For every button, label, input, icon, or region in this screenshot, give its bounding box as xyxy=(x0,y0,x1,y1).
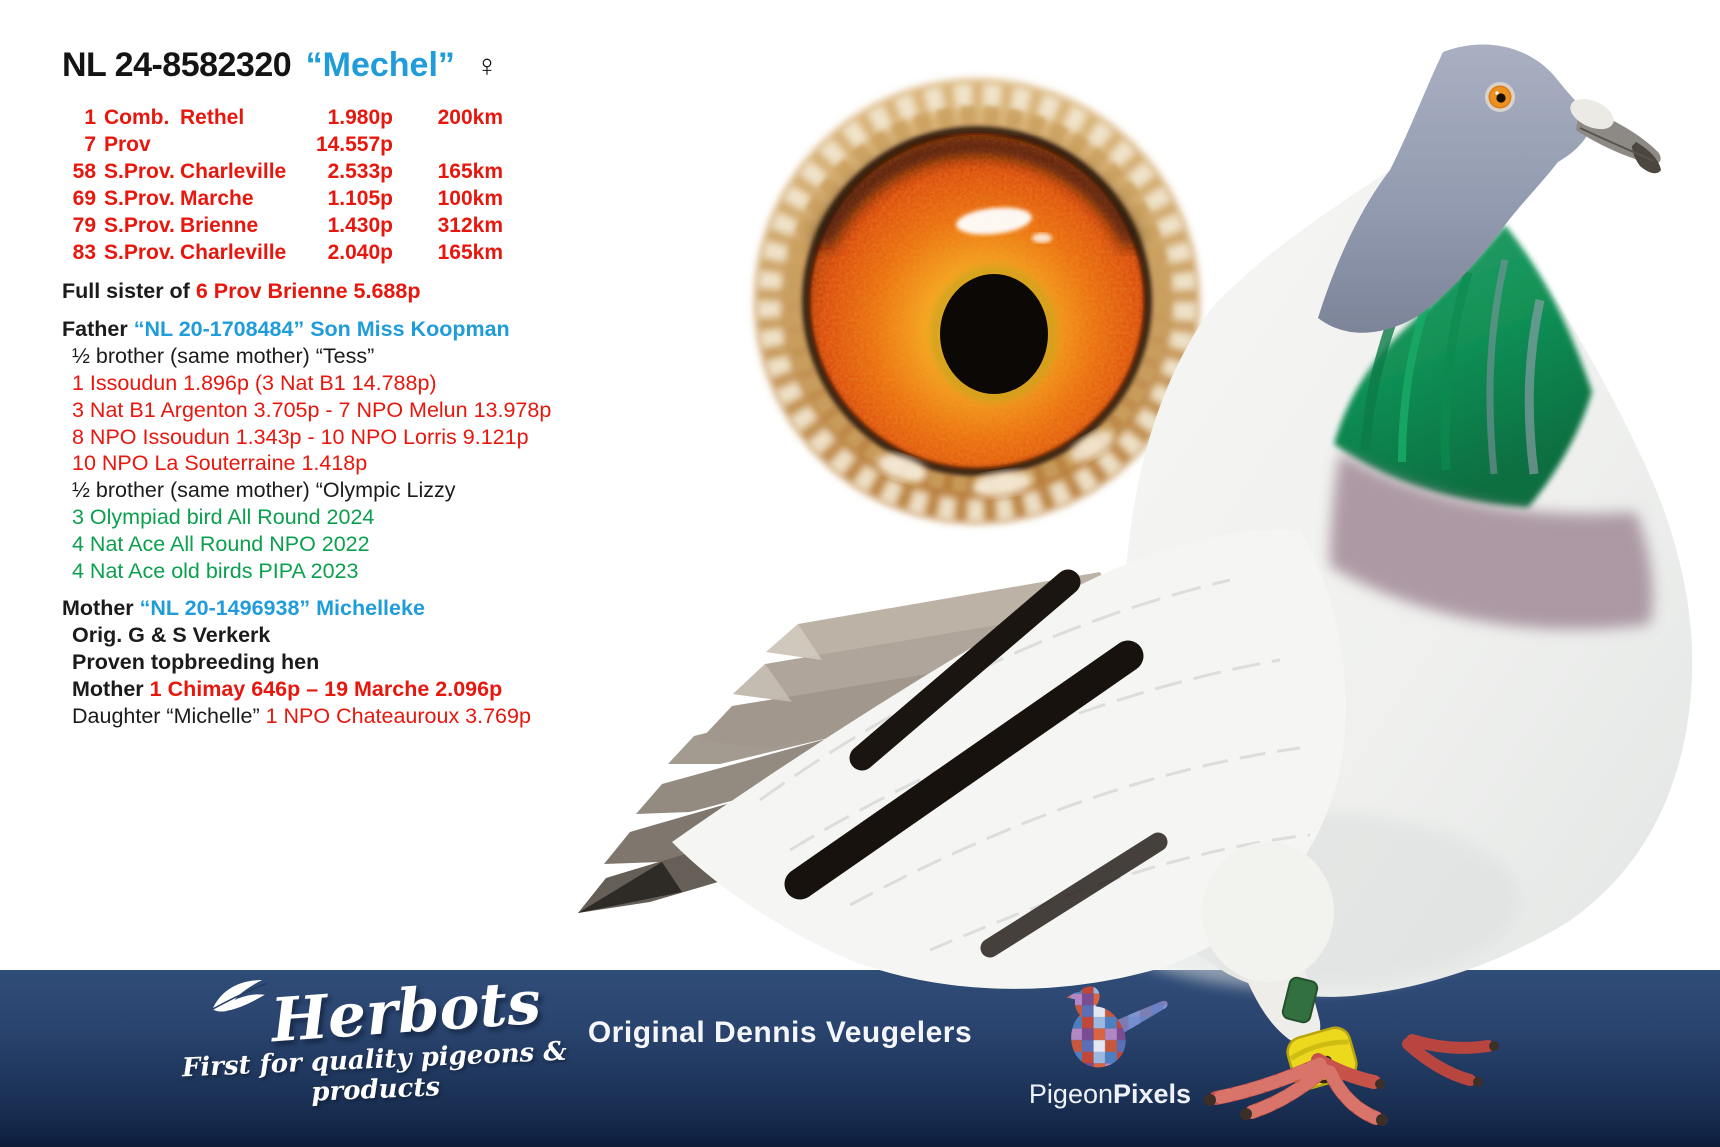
pigeonpixels-icon xyxy=(1066,986,1168,1068)
pigeonpixels-logo: PigeonPixels xyxy=(1010,982,1210,1110)
result-distance xyxy=(393,131,503,158)
result-position: 83 xyxy=(72,241,96,264)
mother-header: Mother “NL 20-1496938” Michelleke xyxy=(62,595,622,622)
table-row: 79 S.Prov. Brienne 1.430p 312km xyxy=(62,212,503,239)
result-org: S.Prov. xyxy=(104,214,175,237)
mother-line-label: Mother xyxy=(72,676,144,701)
result-distance: 165km xyxy=(437,241,503,264)
father-line: 1 Issoudun 1.896p (3 Nat B1 14.788p) xyxy=(72,370,437,395)
wing-bars xyxy=(784,569,1168,958)
daughter-result-line: Daughter “Michelle” 1 NPO Chateauroux 3.… xyxy=(62,703,622,730)
bird-eye-pupil xyxy=(1496,93,1506,103)
result-race: Marche xyxy=(180,187,254,210)
result-points: 2.040p xyxy=(327,241,393,264)
pigeon-eye-photo xyxy=(742,66,1212,536)
result-points: 1.105p xyxy=(327,187,393,210)
mother-result-line: Mother 1 Chimay 646p – 19 Marche 2.096p xyxy=(62,676,622,703)
wing-shield xyxy=(672,529,1346,989)
result-distance: 100km xyxy=(437,187,503,210)
pigeon-name: “Mechel” xyxy=(305,46,455,84)
tail-feathers xyxy=(578,648,1092,913)
feather-icon xyxy=(206,973,276,1023)
page-title: NL 24-8582320 “Mechel” ♀ xyxy=(62,46,499,85)
table-row: 83 S.Prov. Charleville 2.040p 165km xyxy=(62,239,503,266)
full-sister-label: Full sister of xyxy=(62,279,190,303)
result-distance: 165km xyxy=(437,160,503,183)
result-org: Prov xyxy=(104,133,151,156)
result-org: S.Prov. xyxy=(104,160,175,183)
result-race: Rethel xyxy=(180,106,245,129)
result-distance: 200km xyxy=(437,106,503,129)
neck-iridescence xyxy=(1334,225,1592,508)
mother-title: “NL 20-1496938” Michelleke xyxy=(139,595,425,620)
footer-banner: Herbots First for quality pigeons & prod… xyxy=(0,968,1720,1147)
mother-line-value: 1 Chimay 646p – 19 Marche 2.096p xyxy=(149,676,503,701)
result-position: 58 xyxy=(72,160,96,183)
father-label: Father xyxy=(62,316,128,341)
father-line: 3 Olympiad bird All Round 2024 xyxy=(72,505,375,530)
result-points: 14.557p xyxy=(315,133,393,156)
table-row: 7 Prov 14.557p xyxy=(62,131,503,158)
female-icon: ♀ xyxy=(475,48,499,83)
pigeonpixels-name-regular: Pigeon xyxy=(1028,1079,1113,1109)
full-sister-line: Full sister of 6 Prov Brienne 5.688p xyxy=(62,278,622,305)
father-line: 4 Nat Ace old birds PIPA 2023 xyxy=(72,559,359,584)
herbots-logo: Herbots First for quality pigeons & prod… xyxy=(140,968,610,1108)
father-line: ½ brother (same mother) “Tess” xyxy=(72,343,375,368)
result-org: Comb. xyxy=(104,106,170,129)
result-race: Charleville xyxy=(180,241,287,264)
mother-orig-line: Orig. G & S Verkerk xyxy=(72,622,271,647)
result-points: 1.980p xyxy=(327,106,393,129)
result-race: Brienne xyxy=(180,214,259,237)
pedigree-text: Full sister of 6 Prov Brienne 5.688p Fat… xyxy=(62,278,622,730)
result-distance: 312km xyxy=(437,214,503,237)
result-points: 1.430p xyxy=(327,214,393,237)
result-org: S.Prov. xyxy=(104,187,175,210)
herbots-tagline: First for quality pigeons & products xyxy=(181,1036,568,1108)
results-table: 1 Comb. Rethel 1.980p 200km 7 Prov 14.55… xyxy=(62,104,503,266)
result-position: 79 xyxy=(72,214,96,237)
result-race xyxy=(180,131,308,158)
table-row: 58 S.Prov. Charleville 2.533p 165km xyxy=(62,158,503,185)
mother-note-line: Proven topbreeding hen xyxy=(72,649,320,674)
result-org: S.Prov. xyxy=(104,241,175,264)
pigeonpixels-name-bold: Pixels xyxy=(1113,1079,1192,1109)
father-line: 4 Nat Ace All Round NPO 2022 xyxy=(72,532,370,557)
father-line: 10 NPO La Souterraine 1.418p xyxy=(72,451,368,476)
father-line: 8 NPO Issoudun 1.343p - 10 NPO Lorris 9.… xyxy=(72,424,529,449)
father-line: 3 Nat B1 Argenton 3.705p - 7 NPO Melun 1… xyxy=(72,397,552,422)
table-row: 1 Comb. Rethel 1.980p 200km xyxy=(62,104,503,131)
result-position: 7 xyxy=(84,133,96,156)
father-line: ½ brother (same mother) “Olympic Lizzy xyxy=(72,478,456,503)
father-header: Father “NL 20-1708484” Son Miss Koopman xyxy=(62,316,622,343)
mother-label: Mother xyxy=(62,595,134,620)
photo-credit: Original Dennis Veugelers xyxy=(587,1016,973,1049)
result-position: 69 xyxy=(72,187,96,210)
ring-number: NL 24-8582320 xyxy=(62,46,292,84)
result-position: 1 xyxy=(84,106,96,129)
bird-eye-ring xyxy=(1485,82,1515,112)
flight-feathers xyxy=(700,572,1142,748)
breast-band xyxy=(1330,452,1653,630)
table-row: 69 S.Prov. Marche 1.105p 100km xyxy=(62,185,503,212)
pigeonpixels-wordmark: PigeonPixels xyxy=(1010,1079,1210,1110)
daughter-line-label: Daughter “Michelle” xyxy=(72,703,260,728)
daughter-line-value: 1 NPO Chateauroux 3.769p xyxy=(265,703,531,728)
result-race: Charleville xyxy=(180,160,287,183)
pigeon-head xyxy=(1318,44,1661,333)
result-points: 2.533p xyxy=(327,160,393,183)
father-title: “NL 20-1708484” Son Miss Koopman xyxy=(133,316,510,341)
beak xyxy=(1570,98,1661,174)
full-sister-value: 6 Prov Brienne 5.688p xyxy=(195,279,421,303)
